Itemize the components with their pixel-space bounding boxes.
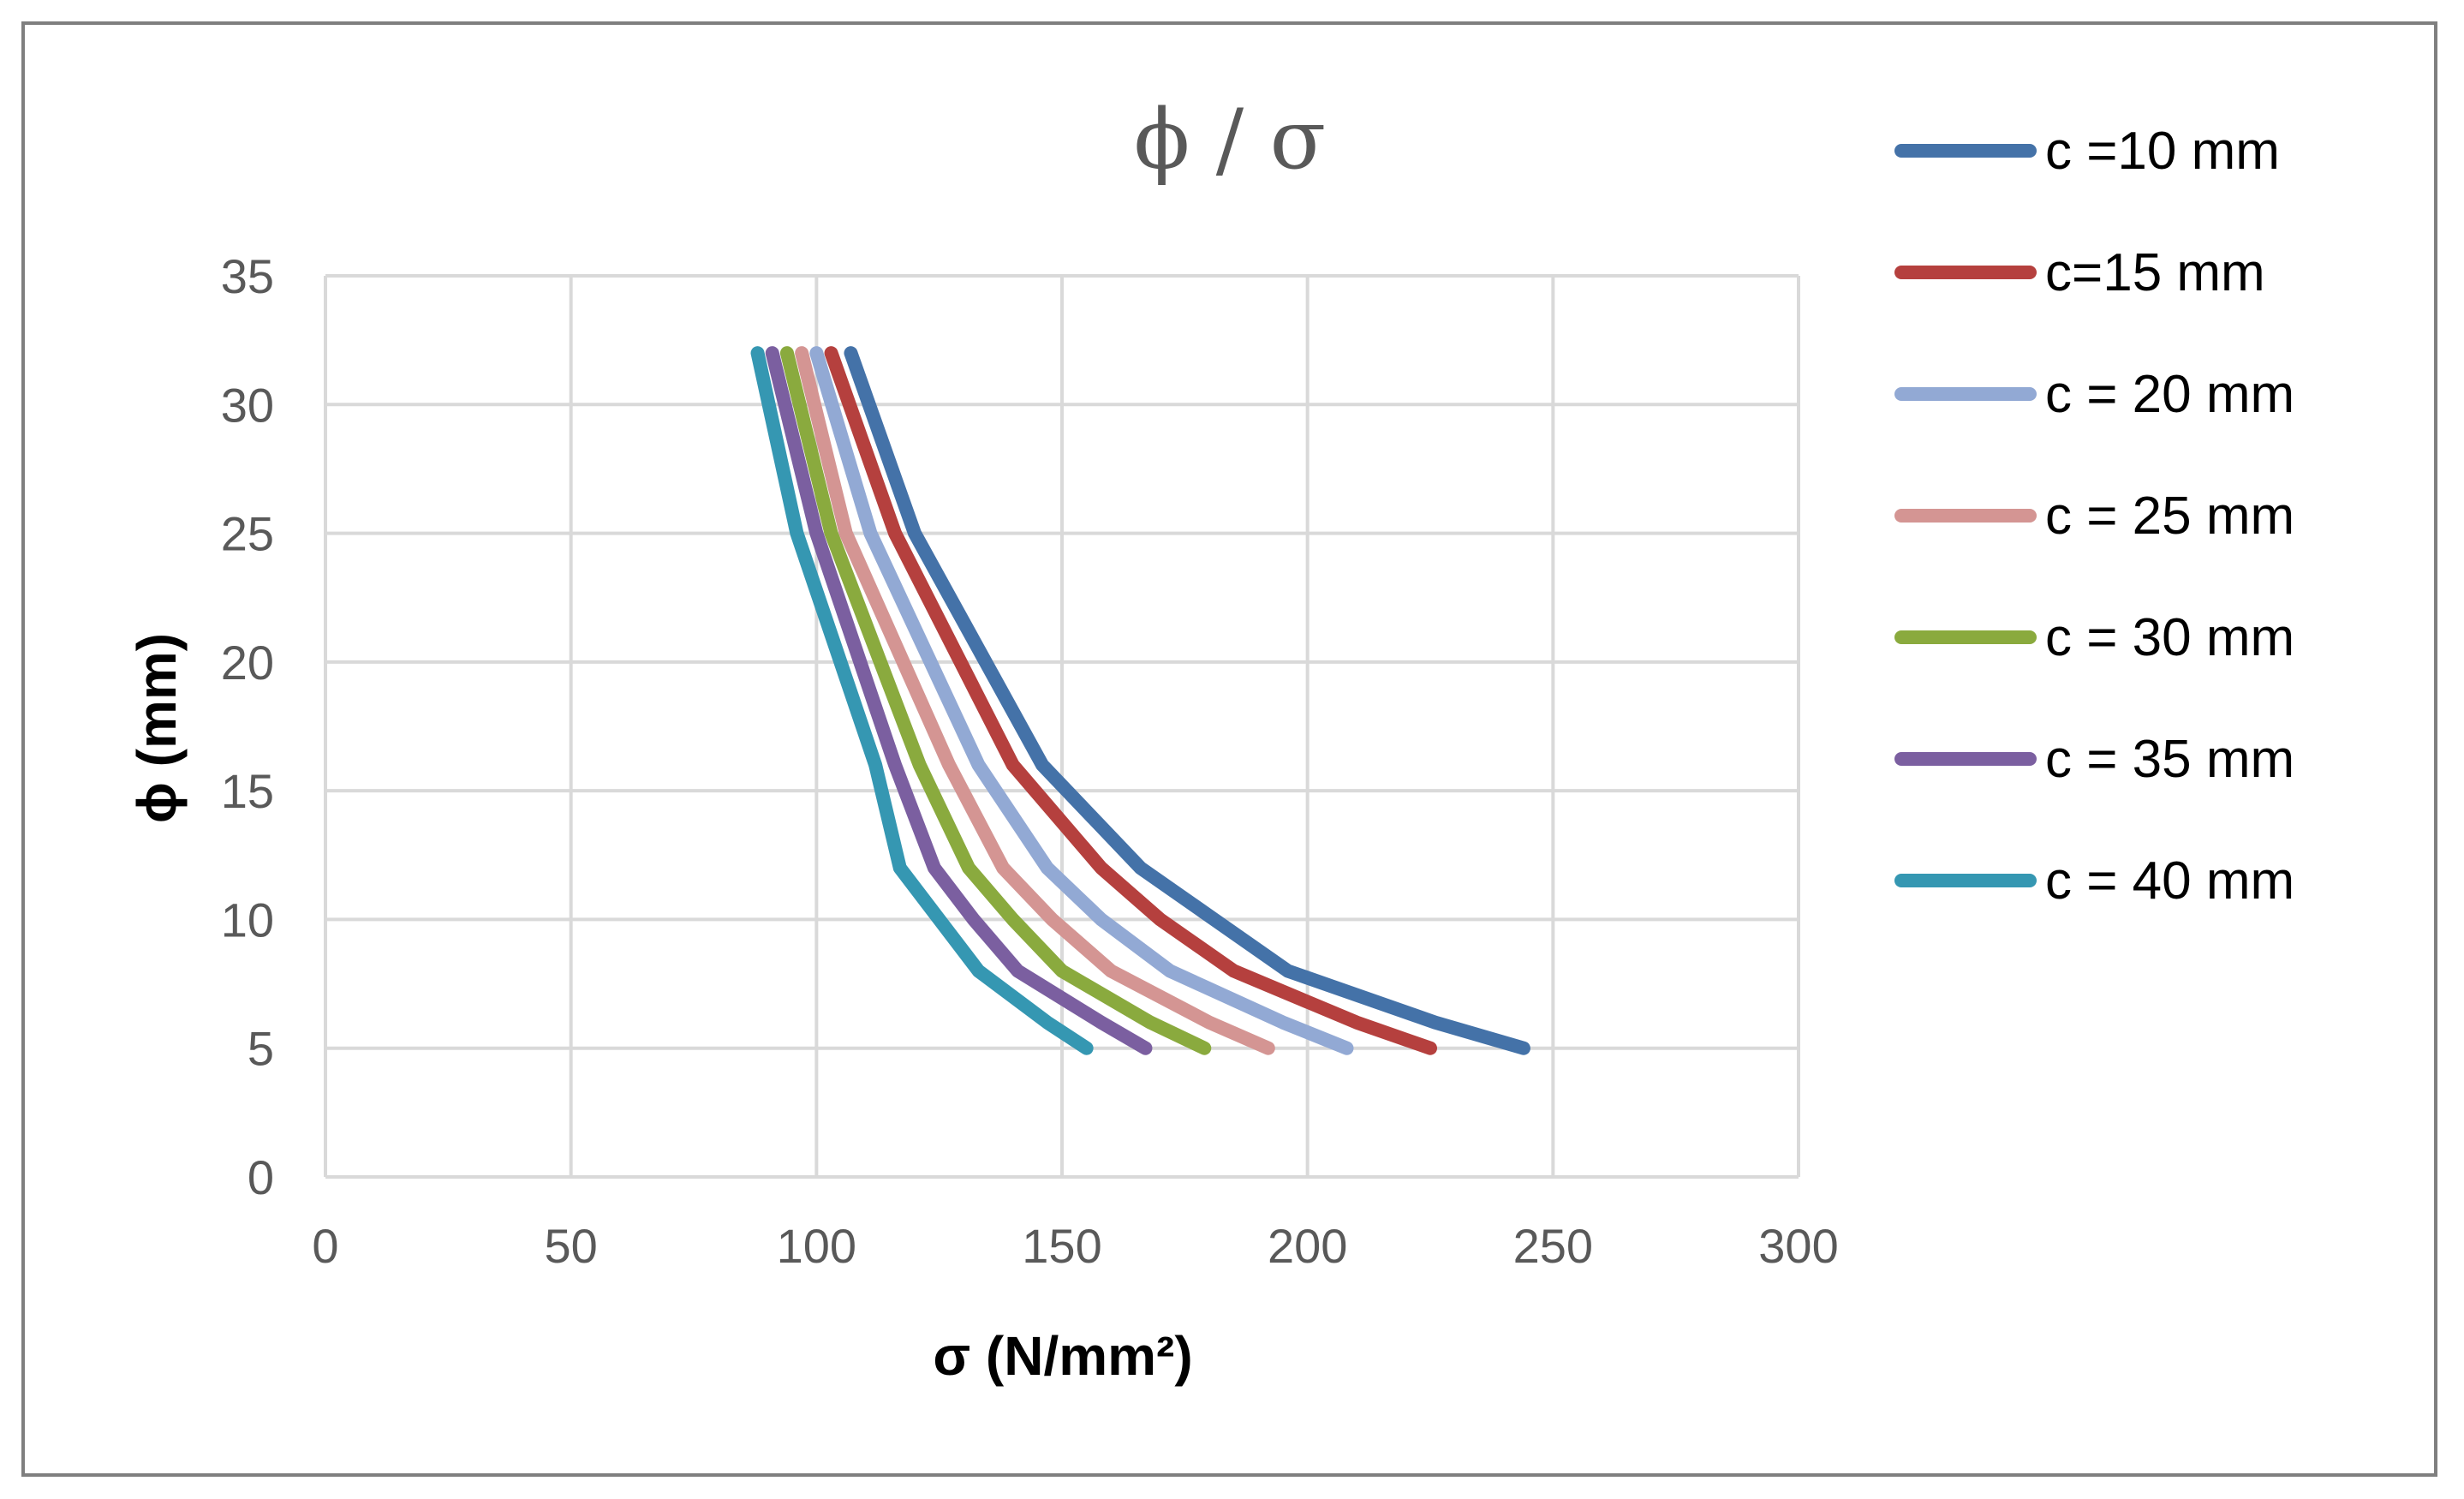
x-tick-label: 200 [1268, 1219, 1347, 1273]
legend-item: c = 30 mm [1894, 608, 2294, 667]
y-tick-labels: 0 5 10 15 20 25 30 35 [221, 249, 274, 1204]
x-tick-label: 250 [1513, 1219, 1593, 1273]
chart-frame [21, 21, 2437, 1477]
legend-item: c =10 mm [1894, 122, 2280, 181]
x-tick-label: 300 [1758, 1219, 1838, 1273]
legend-label: c=15 mm [2045, 243, 2265, 302]
series-line-c-15-mm [824, 346, 1437, 1055]
legend-label: c =10 mm [2045, 122, 2280, 181]
legend-label: c = 25 mm [2045, 487, 2294, 546]
y-tick-label: 20 [221, 636, 274, 690]
y-tick-label: 10 [221, 893, 274, 947]
y-tick-label: 30 [221, 378, 274, 432]
series-line-c-20-mm [809, 346, 1354, 1055]
series-line-c-30-mm [779, 346, 1212, 1055]
y-tick-label: 5 [248, 1022, 274, 1076]
legend: c =10 mm c=15 mm c = 20 mm c = 25 mm c = 30 … [1894, 122, 2294, 911]
grid [324, 274, 1800, 1179]
y-tick-label: 15 [221, 764, 274, 818]
y-tick-label: 0 [248, 1150, 274, 1204]
legend-item: c = 20 mm [1894, 365, 2294, 424]
x-tick-label: 50 [545, 1219, 598, 1273]
y-tick-label: 35 [221, 249, 274, 303]
series-line-c-35-mm [765, 346, 1153, 1055]
x-tick-label: 100 [777, 1219, 856, 1273]
series-lines [750, 346, 1530, 1055]
y-tick-label: 25 [221, 507, 274, 561]
legend-label: c = 35 mm [2045, 730, 2294, 789]
legend-item: c = 40 mm [1894, 851, 2294, 911]
legend-item: c = 35 mm [1894, 730, 2294, 789]
legend-label: c = 30 mm [2045, 608, 2294, 667]
series-line-c-25-mm [795, 346, 1275, 1055]
legend-label: c = 20 mm [2045, 365, 2294, 424]
x-axis-title: σ (N/mm²) [933, 1325, 1192, 1387]
legend-item: c=15 mm [1894, 243, 2265, 302]
legend-item: c = 25 mm [1894, 487, 2294, 546]
y-axis-title: ϕ (mm) [126, 633, 188, 823]
x-tick-labels: 0 50 100 150 200 250 300 [312, 1219, 1838, 1273]
series-line-c-10-mm [844, 346, 1530, 1055]
x-tick-label: 0 [312, 1219, 338, 1273]
series-line-c-40-mm [750, 346, 1094, 1055]
legend-label: c = 40 mm [2045, 851, 2294, 911]
chart-title: ϕ / σ [1134, 92, 1326, 188]
x-tick-label: 150 [1022, 1219, 1101, 1273]
